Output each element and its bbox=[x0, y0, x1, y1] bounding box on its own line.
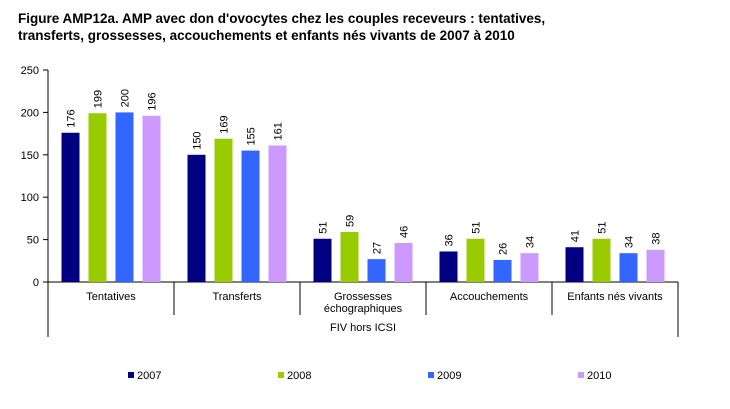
bar-2010-tentatives bbox=[142, 115, 161, 283]
bar-2009-accouchements bbox=[493, 259, 512, 282]
chart-title-line-2: transferts, grossesses, accouchements et… bbox=[18, 28, 515, 43]
legend-label-2008: 2008 bbox=[287, 370, 311, 382]
legend-swatch-2010 bbox=[578, 372, 584, 378]
data-label-2010-transferts: 161 bbox=[273, 122, 285, 140]
bar-2008-enfants-nes-vivants bbox=[592, 238, 611, 282]
legend-swatch-2007 bbox=[128, 372, 134, 378]
chart-title-line-1: Figure AMP12a. AMP avec don d'ovocytes c… bbox=[18, 11, 546, 26]
data-label-2009-enfants-nes-vivants: 34 bbox=[624, 236, 636, 248]
category-label: Enfants nés vivants bbox=[567, 291, 663, 303]
legend-label-2009: 2009 bbox=[437, 370, 461, 382]
bar-2008-grossesses-echographiques bbox=[340, 231, 359, 282]
data-label-2008-accouchements: 51 bbox=[471, 222, 483, 234]
data-label-2009-tentatives: 200 bbox=[120, 89, 132, 107]
data-label-2007-transferts: 150 bbox=[192, 131, 204, 149]
bar-2009-transferts bbox=[241, 150, 260, 282]
data-label-2007-enfants-nes-vivants: 41 bbox=[570, 230, 582, 242]
data-label-2009-transferts: 155 bbox=[246, 127, 258, 145]
bar-2009-grossesses-echographiques bbox=[367, 259, 386, 282]
category-label: Accouchements bbox=[450, 291, 529, 303]
data-label-2007-grossesses-echographiques: 51 bbox=[318, 222, 330, 234]
bar-2010-transferts bbox=[268, 145, 287, 282]
data-label-2010-tentatives: 196 bbox=[147, 92, 159, 110]
bar-2007-grossesses-echographiques bbox=[313, 238, 332, 282]
bar-2009-enfants-nes-vivants bbox=[619, 253, 638, 282]
group-label: FIV hors ICSI bbox=[330, 322, 396, 334]
chart-title: Figure AMP12a. AMP avec don d'ovocytes c… bbox=[18, 10, 718, 44]
y-tick-label: 250 bbox=[21, 65, 39, 77]
category-label: Tentatives bbox=[86, 291, 136, 303]
bar-2008-tentatives bbox=[88, 113, 107, 282]
bar-2007-enfants-nes-vivants bbox=[565, 247, 584, 282]
y-tick-label: 50 bbox=[27, 235, 39, 247]
legend-label-2010: 2010 bbox=[587, 370, 611, 382]
data-label-2007-tentatives: 176 bbox=[66, 109, 78, 127]
legend-swatch-2008 bbox=[278, 372, 284, 378]
y-tick-label: 100 bbox=[21, 192, 39, 204]
bar-2007-transferts bbox=[187, 154, 206, 282]
bar-2010-enfants-nes-vivants bbox=[646, 249, 665, 282]
data-label-2008-transferts: 169 bbox=[219, 115, 231, 133]
bar-2007-accouchements bbox=[439, 251, 458, 282]
data-label-2008-enfants-nes-vivants: 51 bbox=[597, 222, 609, 234]
bar-2010-accouchements bbox=[520, 253, 539, 282]
legend-label-2007: 2007 bbox=[137, 370, 161, 382]
bar-2007-tentatives bbox=[61, 132, 80, 282]
data-label-2009-accouchements: 26 bbox=[498, 243, 510, 255]
data-label-2010-accouchements: 34 bbox=[525, 236, 537, 248]
category-label: échographiques bbox=[324, 303, 403, 315]
data-label-2010-grossesses-echographiques: 46 bbox=[399, 226, 411, 238]
data-label-2008-grossesses-echographiques: 59 bbox=[345, 215, 357, 227]
data-label-2009-grossesses-echographiques: 27 bbox=[372, 242, 384, 254]
y-tick-label: 0 bbox=[33, 277, 39, 289]
bar-2008-accouchements bbox=[466, 238, 485, 282]
data-label-2010-enfants-nes-vivants: 38 bbox=[651, 233, 663, 245]
legend-swatch-2009 bbox=[428, 372, 434, 378]
bar-2009-tentatives bbox=[115, 112, 134, 283]
category-label: Transferts bbox=[212, 291, 262, 303]
bar-2008-transferts bbox=[214, 138, 233, 282]
data-label-2008-tentatives: 199 bbox=[93, 90, 105, 108]
category-label: Grossesses bbox=[334, 291, 393, 303]
data-label-2007-accouchements: 36 bbox=[444, 234, 456, 246]
y-tick-label: 200 bbox=[21, 107, 39, 119]
y-tick-label: 150 bbox=[21, 150, 39, 162]
bar-2010-grossesses-echographiques bbox=[394, 242, 413, 282]
